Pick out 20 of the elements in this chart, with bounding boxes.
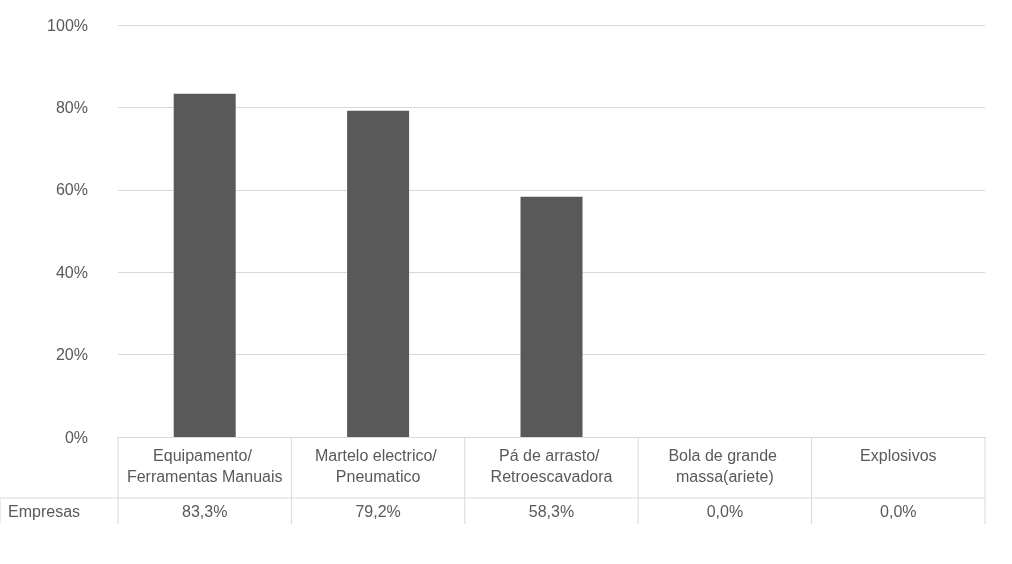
data-label: 58,3% [528,502,575,520]
y-tick-label: 0% [64,428,88,446]
x-tick-label: Martelo electrico/ Pneumatico [314,447,442,485]
data-label: 0,0% [706,502,744,520]
data-label: 0,0% [880,502,917,520]
y-tick-label: 100% [47,16,88,34]
text: Empresas [8,502,81,520]
x-tick-label: Pá de arrasto/ Retroescavadora [490,447,613,485]
data-label: 83,3% [182,502,228,520]
bar [520,196,583,437]
x-tick-label: Bola de grande massa(ariete) [668,447,782,485]
bar [347,110,410,437]
data-label: 79,2% [355,502,401,520]
y-tick-label: 80% [55,98,88,116]
x-tick-label: Explosivos [860,447,937,464]
y-tick-label: 20% [55,346,88,364]
x-tick-label: Equipamento/ Ferramentas Manuais [126,447,283,485]
bar [173,93,236,437]
y-tick-label: 60% [55,181,88,199]
y-tick-label: 40% [55,263,88,281]
